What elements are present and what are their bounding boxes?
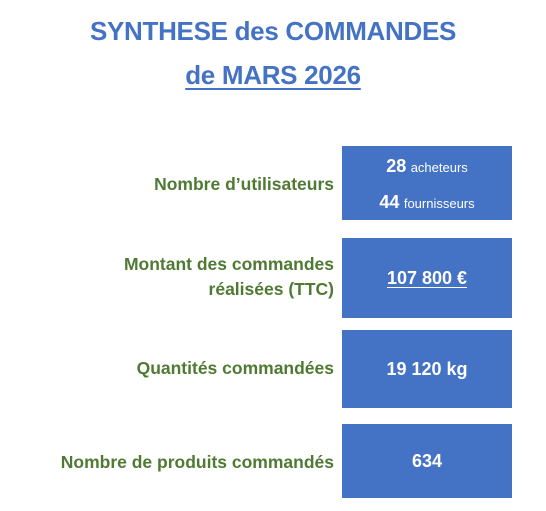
users-label: Nombre d’utilisateurs: [154, 174, 334, 194]
suppliers-count: 44: [379, 192, 400, 212]
quantity-box: 19 120 kg: [342, 330, 512, 408]
quantity-label: Quantités commandées: [136, 358, 334, 378]
amount-label: Montant des commandes réalisées (TTC): [4, 252, 334, 302]
amount-box: 107 800 €: [342, 238, 512, 318]
report-period-text: de MARS 2026: [185, 60, 361, 90]
amount-value: 107 800 €: [386, 268, 468, 288]
suppliers-label: fournisseurs: [403, 196, 475, 211]
report-title: SYNTHESE des COMMANDES: [89, 16, 457, 46]
amount-label-line2: réalisées (TTC): [208, 279, 334, 299]
products-label: Nombre de produits commandés: [60, 452, 334, 472]
report-period: de MARS 2026: [0, 60, 546, 91]
amount-label-line1: Montant des commandes: [123, 254, 334, 274]
products-value: 634: [411, 451, 443, 471]
users-box: 28 acheteurs 44 fournisseurs: [342, 146, 512, 220]
buyers-count: 28: [386, 156, 407, 176]
buyers-label: acheteurs: [410, 160, 468, 175]
suppliers-line: 44 fournisseurs: [342, 192, 512, 213]
buyers-line: 28 acheteurs: [342, 156, 512, 177]
quantity-value: 19 120 kg: [386, 359, 468, 379]
products-box: 634: [342, 424, 512, 498]
